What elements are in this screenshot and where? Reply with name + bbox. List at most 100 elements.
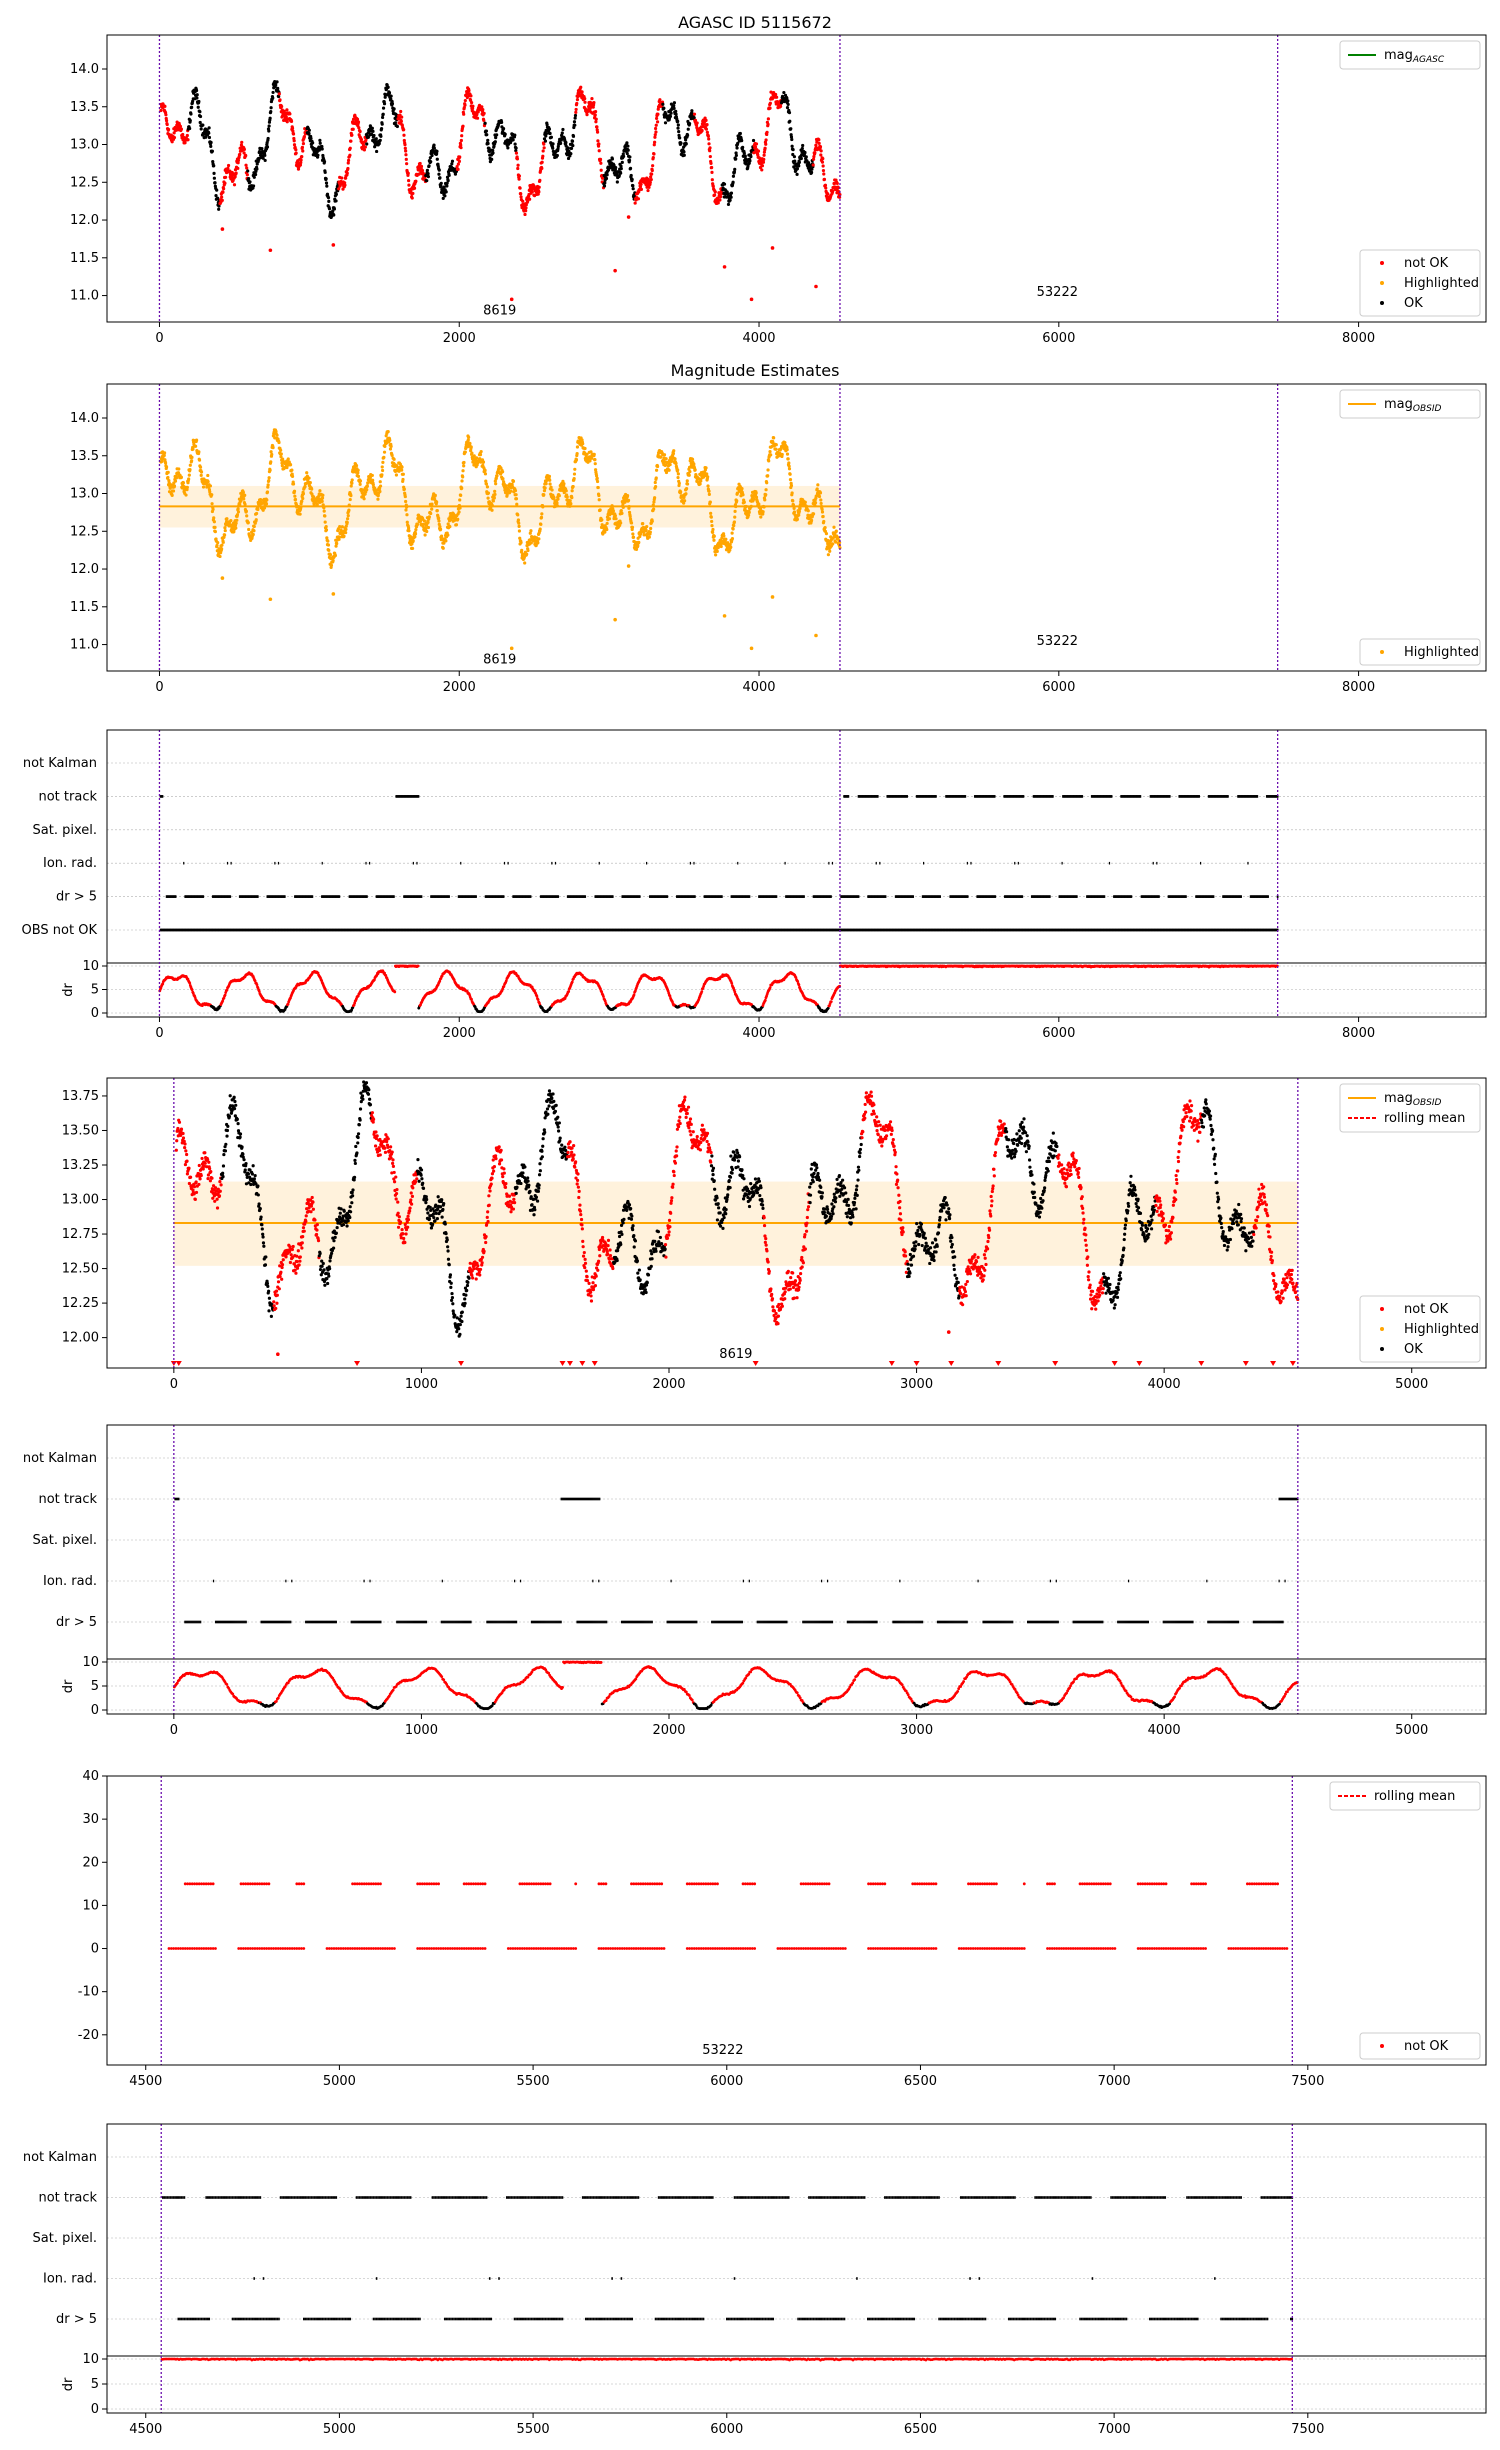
y-tick-label: 13.5 [70, 100, 99, 115]
data-point [221, 540, 225, 544]
data-point [556, 497, 560, 501]
data-point [638, 185, 643, 189]
data-point [585, 113, 589, 117]
data-point [286, 457, 290, 461]
data-point [564, 140, 568, 145]
data-point [682, 150, 686, 154]
data-point [788, 472, 792, 476]
data-point [346, 514, 350, 518]
data-point [164, 465, 169, 469]
data-point [652, 143, 656, 147]
data-point [801, 143, 805, 148]
data-point [653, 140, 657, 144]
flag-mark [1023, 795, 1025, 798]
data-point [655, 120, 660, 124]
data-point [430, 502, 434, 506]
data-point [626, 148, 630, 152]
data-point [813, 501, 818, 505]
plot-area-p2 [159, 428, 842, 651]
data-point [269, 460, 273, 464]
data-point [247, 177, 251, 181]
data-point [595, 130, 600, 134]
data-point [400, 115, 404, 119]
data-point [454, 523, 459, 527]
data-point [419, 164, 424, 168]
data-point [335, 541, 339, 546]
data-point [229, 518, 233, 523]
data-point [653, 496, 657, 500]
data-point [821, 156, 825, 161]
data-point [495, 133, 499, 137]
data-point [729, 545, 733, 549]
data-point [823, 183, 828, 187]
data-point [741, 493, 745, 497]
data-point [278, 98, 282, 102]
data-point [669, 111, 673, 115]
data-point [656, 112, 660, 116]
data-point [722, 534, 726, 538]
data-point [444, 539, 448, 543]
y-tick-label: 14.0 [70, 62, 99, 77]
data-point [754, 491, 758, 495]
outlier-point [509, 297, 514, 302]
data-point [212, 171, 216, 175]
data-point [308, 481, 312, 485]
data-point [602, 184, 607, 188]
data-point [252, 529, 256, 533]
data-point [818, 145, 823, 149]
data-point [172, 131, 176, 135]
y-tick-label: 13.0 [70, 487, 99, 502]
figure-title: AGASC ID 5115672 [678, 13, 832, 32]
data-point [668, 463, 672, 467]
data-point [269, 450, 273, 454]
data-point [212, 176, 216, 180]
outlier-point [722, 614, 727, 618]
data-point [709, 511, 713, 515]
data-point [208, 484, 213, 488]
outlier-point [770, 246, 775, 250]
flag-mark [229, 895, 232, 898]
data-point [651, 156, 655, 160]
data-point [238, 152, 242, 156]
data-point [761, 160, 766, 164]
data-point [728, 198, 732, 202]
data-point [636, 197, 641, 201]
data-point [597, 498, 601, 502]
data-point [575, 452, 579, 456]
data-point [435, 157, 439, 161]
flag-mark [175, 895, 177, 898]
data-point [429, 160, 433, 164]
data-point [252, 524, 256, 529]
data-point [518, 536, 522, 540]
data-point [327, 548, 331, 552]
data-point [479, 449, 483, 454]
axes-frame [106, 383, 1487, 672]
data-point [351, 127, 355, 131]
data-point [677, 129, 681, 134]
data-point [344, 527, 348, 531]
data-point [569, 152, 573, 156]
data-point [513, 489, 518, 493]
x-tick-label: 8000 [1342, 331, 1375, 346]
data-point [323, 170, 327, 174]
data-point [209, 140, 213, 145]
data-point [834, 540, 838, 544]
data-point [536, 541, 540, 545]
data-point [757, 502, 761, 506]
data-point [326, 539, 330, 543]
data-point [625, 493, 630, 498]
data-point [178, 124, 183, 128]
data-point [388, 438, 392, 442]
data-point [760, 168, 764, 172]
data-point [371, 129, 375, 133]
data-point [441, 196, 445, 200]
data-point [252, 175, 256, 179]
data-point [376, 494, 380, 498]
data-point [404, 153, 408, 157]
data-point [538, 527, 542, 531]
data-point [654, 484, 658, 489]
data-point [372, 133, 376, 138]
data-point [729, 191, 734, 195]
data-point [390, 453, 394, 457]
data-point [236, 158, 241, 163]
